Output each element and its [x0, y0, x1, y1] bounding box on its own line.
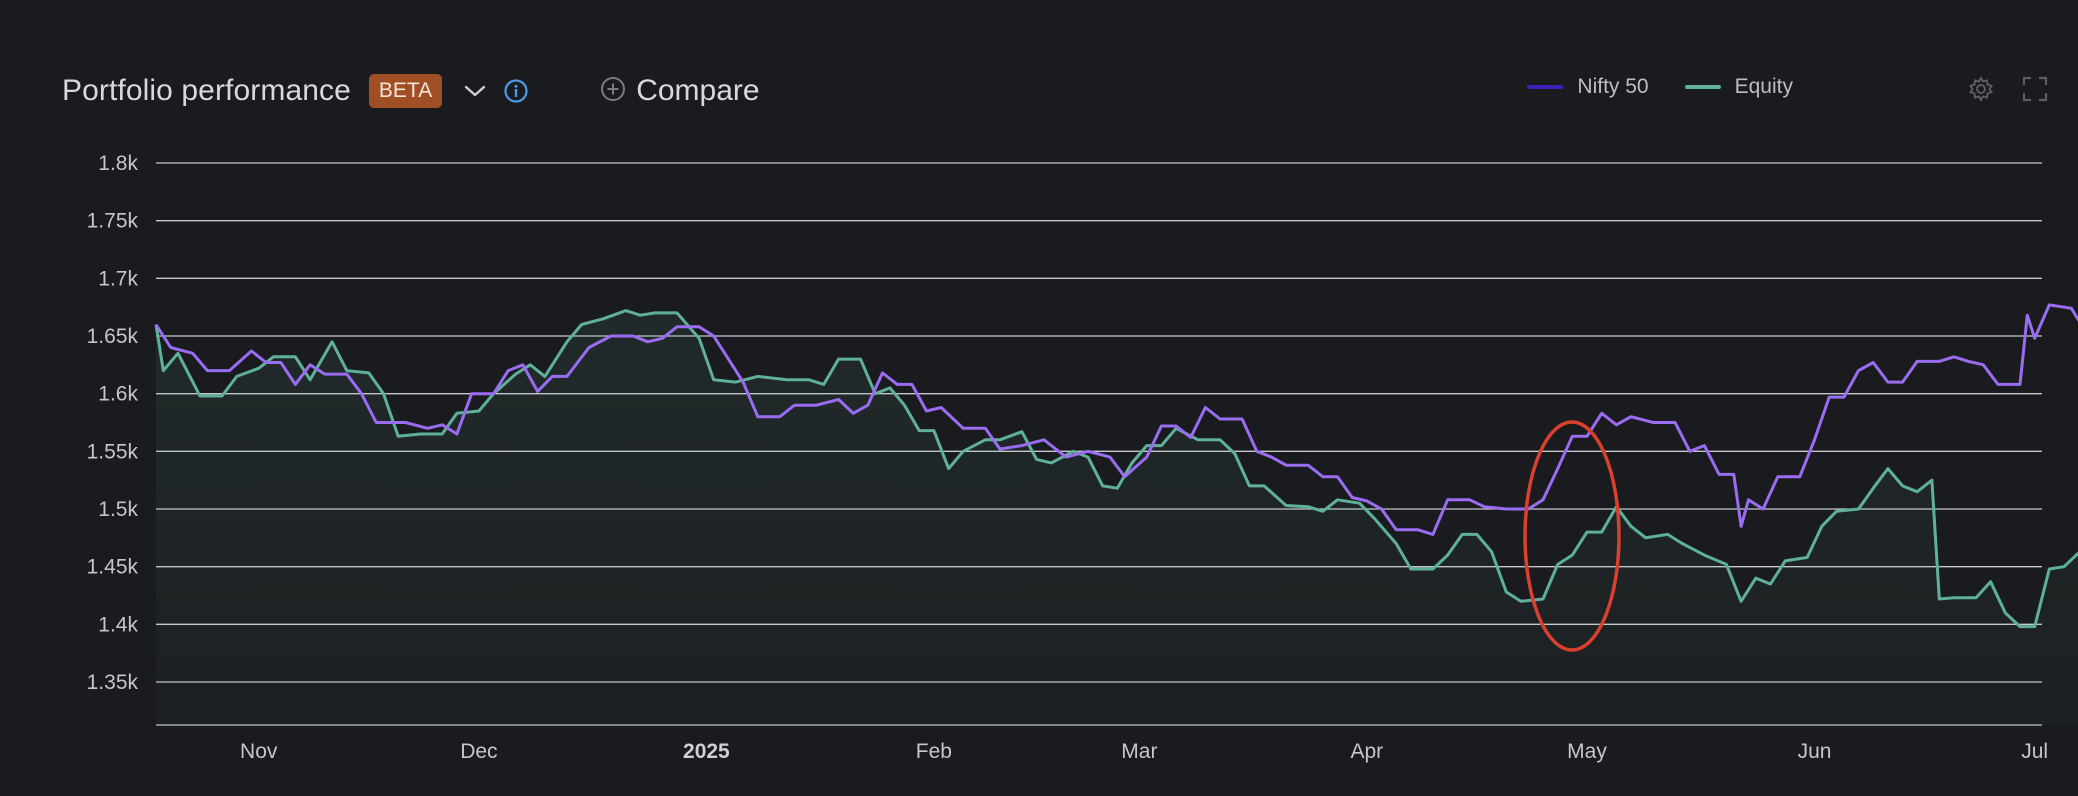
y-tick-label: 1.35k [87, 671, 139, 694]
y-tick-label: 1.45k [87, 556, 139, 579]
legend-swatch [1684, 85, 1721, 89]
gear-icon[interactable] [1966, 74, 1996, 104]
y-tick-label: 1.55k [87, 440, 139, 463]
page-title: Portfolio performance [62, 74, 351, 107]
equity-area [156, 310, 2078, 725]
legend-label: Equity [1734, 75, 1793, 98]
series [154, 303, 2078, 725]
plus-circle-icon [600, 76, 626, 107]
x-tick-label: Jul [2021, 740, 2048, 763]
y-tick-label: 1.65k [87, 325, 139, 348]
compare-label: Compare [636, 74, 760, 107]
y-tick-label: 1.75k [87, 210, 139, 233]
nifty-50-line [154, 303, 2078, 536]
chevron-down-icon[interactable] [462, 78, 488, 104]
legend-label: Nifty 50 [1577, 75, 1649, 98]
legend-item-nifty[interactable]: Nifty 50 [1527, 75, 1649, 99]
chart-tools [1942, 74, 2050, 104]
x-axis: Nov Dec 2025 Feb Mar Apr May Jun Jul [240, 740, 2048, 763]
x-tick-label: May [1567, 740, 1607, 763]
y-tick-label: 1.6k [98, 383, 138, 406]
equity-line [154, 309, 2078, 629]
legend-item-equity[interactable]: Equity [1684, 75, 1793, 99]
y-tick-label: 1.8k [98, 152, 138, 175]
info-icon[interactable] [502, 77, 530, 105]
x-tick-label: Apr [1351, 740, 1384, 763]
x-tick-label: Jun [1798, 740, 1832, 763]
chart-legend: Nifty 50 Equity [1491, 70, 1793, 104]
beta-badge: BETA [368, 74, 443, 108]
x-tick-label: Dec [460, 740, 497, 763]
x-tick-label: Mar [1121, 740, 1157, 763]
expand-icon[interactable] [2020, 74, 2050, 104]
x-tick-label: 2025 [683, 740, 730, 763]
legend-swatch [1527, 85, 1564, 89]
y-tick-label: 1.7k [98, 267, 138, 290]
x-tick-label: Nov [240, 740, 278, 763]
chart-header: Portfolio performance BETA Compare [62, 66, 760, 116]
compare-button[interactable]: Compare [600, 74, 760, 108]
highlight-ellipse [1523, 420, 1621, 652]
y-axis: 1.8k 1.75k 1.7k 1.65k 1.6k 1.55k 1.5k 1.45k 1.4k… [87, 152, 139, 694]
y-tick-label: 1.4k [98, 613, 138, 636]
y-tick-label: 1.5k [98, 498, 138, 521]
x-tick-label: Feb [916, 740, 952, 763]
